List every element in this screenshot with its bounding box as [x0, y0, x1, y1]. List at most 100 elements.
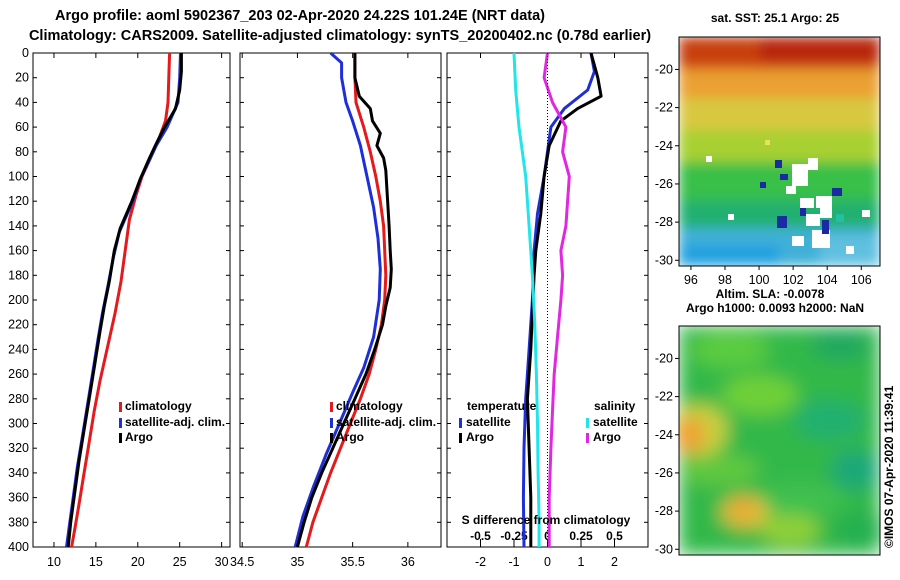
salinity-panel: 34.5 35 35.5 36 climatology satellite-adj. … — [230, 51, 442, 569]
legend-swatch-climatology — [119, 402, 122, 412]
x-tick-label: 20 — [131, 555, 145, 569]
sla-map-title-line-2: Argo h1000: 0.0093 h2000: NaN — [686, 301, 864, 315]
lat-tick-label: -30 — [655, 542, 673, 556]
temperature-x-axis: 10 15 20 25 30 — [47, 53, 229, 569]
legend-swatch-temp-satellite — [459, 418, 462, 428]
x-tick-label: 2 — [611, 555, 618, 569]
legend-temp-argo: Argo — [466, 430, 494, 444]
legend-swatch-climatology — [330, 402, 333, 412]
y-tick-label: 140 — [8, 219, 29, 233]
lat-tick-label: -24 — [655, 428, 673, 442]
lat-tick-label: -20 — [655, 351, 673, 365]
sst-map-frame — [678, 36, 881, 267]
lat-tick-label: -28 — [655, 215, 673, 229]
lat-tick-label: -22 — [655, 390, 673, 404]
x-tick-label: -1 — [508, 555, 519, 569]
secondary-tick-label: -0.5 — [470, 529, 491, 543]
series-line-temperature-satellite — [521, 52, 596, 548]
temperature-panel: 0 20 40 60 80 100 120 140 160 180 200 220 240 260 280 3… — [8, 46, 231, 569]
x-tick-label: 36 — [401, 555, 415, 569]
x-tick-label: 30 — [215, 555, 229, 569]
y-tick-label: 120 — [8, 194, 29, 208]
x-tick-label: 15 — [89, 555, 103, 569]
series-line-climatology — [70, 52, 172, 548]
x-tick-label: 35 — [290, 555, 304, 569]
sst-map-image — [679, 37, 880, 266]
sst-lon-axis: 96 98 100 102 104 106 — [684, 266, 872, 287]
legend-sal-satellite: satellite — [593, 415, 638, 429]
y-tick-label: 80 — [15, 145, 29, 159]
lon-tick-label: 106 — [851, 273, 872, 287]
series-line-satellite-adj-clim- — [293, 51, 382, 548]
lon-tick-label: 98 — [718, 273, 732, 287]
legend-salinity-title: salinity — [594, 399, 636, 413]
salinity-difference-label: S difference from climatology — [462, 513, 631, 527]
legend-satellite-adj: satellite-adj. clim. — [336, 415, 436, 429]
lat-tick-label: -26 — [655, 466, 673, 480]
y-tick-label: 320 — [8, 441, 29, 455]
y-tick-label: 20 — [15, 71, 29, 85]
y-tick-label: 240 — [8, 342, 29, 356]
series-line-argo — [295, 53, 393, 548]
series-line-temperature-argo — [525, 52, 603, 547]
difference-lines — [512, 52, 603, 548]
salinity-axes-frame — [239, 52, 442, 548]
difference-panel: -2 -1 0 1 2 -0.5 -0.25 0 0.25 0.5 S difference f… — [446, 52, 649, 569]
secondary-tick-label: 0.25 — [569, 529, 593, 543]
legend-swatch-sal-argo — [586, 433, 589, 443]
series-line-climatology — [304, 53, 388, 548]
sst-map-speckle — [706, 140, 870, 254]
y-tick-label: 0 — [22, 46, 29, 60]
lon-tick-label: 104 — [817, 273, 838, 287]
salinity-difference-axis: -0.5-0.2500.250.5 — [470, 529, 623, 544]
temperature-legend: climatology satellite-adj. clim. Argo — [119, 399, 225, 444]
series-line-salinity-argo — [542, 52, 571, 547]
salinity-lines — [293, 51, 393, 548]
lon-tick-label: 100 — [749, 273, 770, 287]
footer-timestamp: ©IMOS 07-Apr-2020 11:39:41 — [882, 385, 896, 548]
secondary-tick-label: 0.5 — [606, 529, 623, 543]
lat-tick-label: -28 — [655, 504, 673, 518]
x-tick-label: 10 — [47, 555, 61, 569]
y-tick-label: 100 — [8, 170, 29, 184]
x-tick-label: 1 — [578, 555, 585, 569]
x-tick-label: 35.5 — [340, 555, 364, 569]
legend-swatch-temp-argo — [459, 433, 462, 443]
sla-map-title-line-1: Altim. SLA: -0.0078 — [716, 287, 825, 301]
y-tick-label: 180 — [8, 268, 29, 282]
lat-tick-label: -26 — [655, 177, 673, 191]
y-tick-label: 400 — [8, 540, 29, 554]
legend-climatology: climatology — [336, 399, 403, 413]
temperature-lines — [65, 52, 183, 548]
temperature-axes-frame — [32, 52, 231, 548]
y-tick-label: 380 — [8, 515, 29, 529]
legend-temp-satellite: satellite — [466, 415, 511, 429]
legend-argo: Argo — [336, 430, 364, 444]
lon-tick-label: 96 — [684, 273, 698, 287]
series-line-salinity-satellite — [512, 52, 541, 547]
legend-argo: Argo — [125, 430, 153, 444]
legend-swatch-satellite — [330, 418, 333, 428]
y-tick-label: 200 — [8, 293, 29, 307]
sst-map-title: sat. SST: 25.1 Argo: 25 — [711, 11, 840, 25]
legend-swatch-argo — [330, 433, 333, 443]
y-tick-label: 40 — [15, 95, 29, 109]
y-tick-label: 300 — [8, 417, 29, 431]
sla-map-frame — [678, 325, 881, 556]
salinity-x-axis: 34.5 35 35.5 36 — [230, 53, 415, 569]
sla-lat-axis: -20 -22 -24 -26 -28 -30 — [655, 351, 679, 556]
x-tick-label: 34.5 — [230, 555, 254, 569]
title-line-2: Climatology: CARS2009. Satellite-adjuste… — [29, 28, 651, 44]
y-tick-label: 280 — [8, 392, 29, 406]
sla-map-image — [679, 326, 880, 555]
x-tick-label: -2 — [475, 555, 486, 569]
lat-tick-label: -22 — [655, 101, 673, 115]
lat-tick-label: -24 — [655, 139, 673, 153]
y-tick-label: 160 — [8, 244, 29, 258]
y-tick-label: 340 — [8, 466, 29, 480]
legend-satellite-adj: satellite-adj. clim. — [125, 415, 225, 429]
title-line-1: Argo profile: aoml 5902367_203 02-Apr-20… — [55, 8, 545, 24]
secondary-tick-label: -0.25 — [500, 529, 528, 543]
difference-y-ticks — [447, 52, 648, 548]
